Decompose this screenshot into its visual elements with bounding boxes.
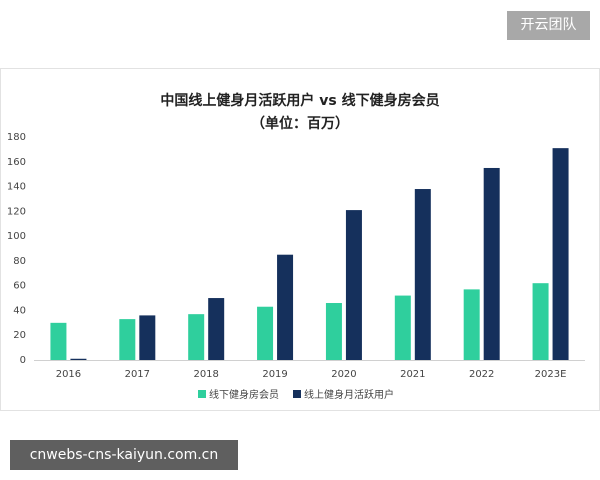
watermark: cnwebs-cns-kaiyun.com.cn — [10, 440, 238, 470]
bar — [394, 295, 411, 360]
bar — [139, 315, 156, 360]
x-tick-label: 2016 — [56, 369, 81, 380]
badge: 开云团队 — [507, 11, 590, 40]
bar — [325, 303, 342, 360]
x-tick-label: 2019 — [262, 369, 287, 380]
x-tick-label: 2021 — [400, 369, 425, 380]
bar — [277, 254, 294, 360]
y-tick-label: 140 — [7, 182, 26, 193]
bar — [208, 298, 225, 360]
y-tick-label: 0 — [20, 355, 26, 366]
bar — [50, 322, 67, 360]
legend-label: 线下健身房会员 — [209, 388, 279, 401]
x-tick-label: 2017 — [125, 369, 150, 380]
y-tick-label: 40 — [13, 305, 26, 316]
bar — [70, 358, 87, 360]
bar — [257, 306, 274, 360]
x-tick-label: 2018 — [193, 369, 218, 380]
bar — [483, 167, 500, 360]
legend-label: 线上健身月活跃用户 — [304, 388, 394, 401]
x-tick-label: 2020 — [331, 369, 356, 380]
chart-subtitle: （单位：百万） — [251, 115, 349, 132]
y-tick-label: 180 — [7, 132, 26, 143]
y-tick-label: 80 — [13, 256, 26, 267]
y-tick-label: 120 — [7, 206, 26, 217]
x-tick-label: 2023E — [535, 369, 567, 380]
bar — [345, 210, 362, 360]
y-tick-label: 20 — [13, 330, 26, 341]
legend-swatch — [293, 390, 301, 398]
x-tick-label: 2022 — [469, 369, 494, 380]
y-tick-label: 100 — [7, 231, 26, 242]
chart-title: 中国线上健身月活跃用户 vs 线下健身房会员 — [160, 92, 439, 109]
bar — [552, 148, 569, 360]
legend-swatch — [198, 390, 206, 398]
bar — [414, 189, 431, 360]
bar — [532, 283, 549, 360]
bar — [119, 319, 136, 360]
y-tick-label: 160 — [7, 157, 26, 168]
y-tick-label: 60 — [13, 281, 26, 292]
bar — [188, 314, 205, 360]
bar — [463, 289, 480, 360]
